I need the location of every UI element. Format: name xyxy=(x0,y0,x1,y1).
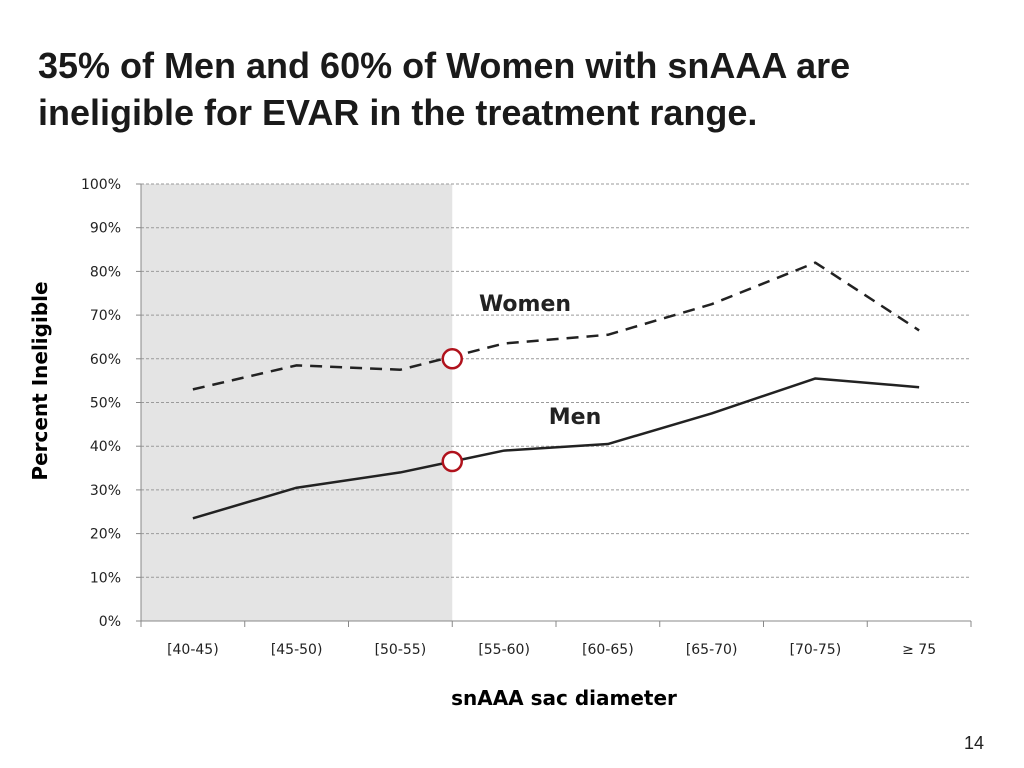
y-tick-label: 80% xyxy=(90,264,121,280)
women-series-label: Women xyxy=(479,292,571,317)
y-tick-label: 70% xyxy=(90,308,121,324)
x-axis-title: snAAA sac diameter xyxy=(451,686,677,710)
y-axis-title: Percent Ineligible xyxy=(28,281,52,480)
y-tick-label: 20% xyxy=(90,527,121,543)
x-tick-label: ≥ 75 xyxy=(902,642,936,658)
x-tick-label: [45-50) xyxy=(271,642,323,658)
page-number: 14 xyxy=(963,733,984,753)
y-tick-label: 50% xyxy=(90,396,121,412)
x-tick-label: [40-45) xyxy=(167,642,219,658)
y-tick-label: 90% xyxy=(90,221,121,237)
x-tick-label: [55-60) xyxy=(478,642,530,658)
y-tick-label: 40% xyxy=(90,439,121,455)
women-series-line xyxy=(192,261,920,391)
men-series-line xyxy=(192,377,920,520)
x-tick-label: [50-55) xyxy=(375,642,427,658)
men-series-label: Men xyxy=(549,405,601,430)
women-highlight-marker xyxy=(441,348,463,370)
y-tick-label: 60% xyxy=(90,352,121,368)
slide-title: 35% of Men and 60% of Women with snAAA a… xyxy=(38,45,851,133)
x-tick-label: [65-70) xyxy=(686,642,738,658)
x-tick-label: [70-75) xyxy=(790,642,842,658)
y-tick-label: 100% xyxy=(81,177,121,193)
y-tick-label: 10% xyxy=(90,570,121,586)
y-tick-label: 30% xyxy=(90,483,121,499)
men-highlight-marker xyxy=(441,450,463,473)
x-tick-label: [60-65) xyxy=(582,642,634,658)
y-tick-label: 0% xyxy=(99,614,121,630)
